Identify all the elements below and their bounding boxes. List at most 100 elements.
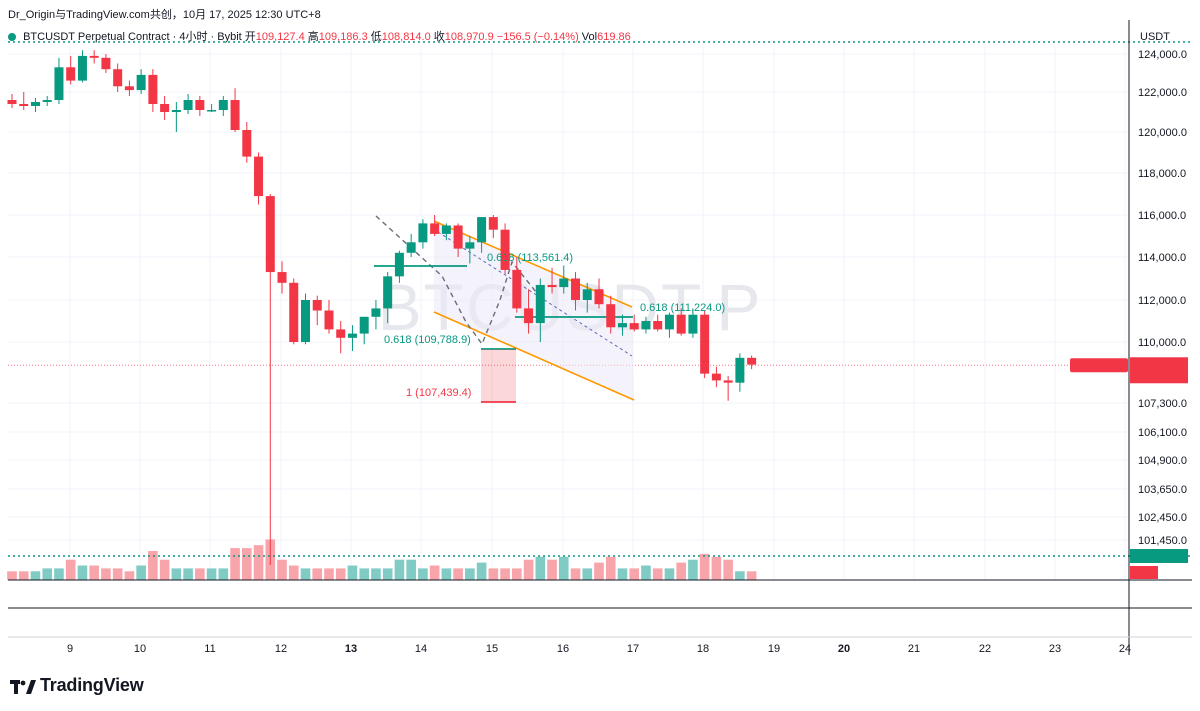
channel-lower-line [433, 311, 635, 401]
volume-bar [605, 556, 616, 580]
candle-body [617, 323, 627, 328]
candle-body [301, 300, 310, 342]
volume-bar [30, 571, 41, 580]
candle-body [383, 276, 393, 309]
candle-body [218, 100, 228, 110]
volume-bar [676, 562, 686, 580]
candle-body [700, 314, 710, 374]
candle-body [629, 323, 639, 330]
symbol-name[interactable]: BTCUSDT Perpetual Contract · 4小时 · Bybit [23, 31, 242, 43]
candle-body [441, 225, 451, 234]
volume-bar [288, 565, 299, 580]
volume-bar [242, 548, 252, 580]
volume-bar [641, 565, 651, 580]
candle-body [347, 333, 357, 338]
volume-bar [547, 559, 557, 580]
price-tick-label: 116,000.0 [1138, 210, 1186, 222]
candle-body [430, 223, 440, 234]
volume-bar [148, 551, 158, 580]
volume-bar [465, 568, 475, 580]
candle-body [265, 196, 275, 273]
candle-body [101, 57, 111, 70]
candle-body [277, 272, 287, 283]
volume-bar [512, 568, 522, 580]
price-tick-label: 114,000.0 [1138, 252, 1186, 264]
volume-bar [89, 565, 99, 580]
market-status-icon [8, 33, 16, 41]
volume-bar [488, 568, 499, 580]
candle-body [676, 314, 686, 334]
price-tick-label: 106,100.0 [1138, 427, 1187, 439]
volume-bar [112, 568, 123, 580]
candle-body [207, 110, 217, 112]
candle-body [242, 130, 252, 157]
volume-bars [7, 539, 757, 580]
time-tick-label: 22 [979, 643, 991, 655]
volume-bar [711, 556, 722, 580]
candle-body [653, 321, 663, 330]
fib-label-a: 0.618 (113,561.4) [487, 252, 573, 264]
high-value: 109,186.3 [318, 31, 368, 43]
candle-body [324, 310, 334, 330]
candle-body [160, 104, 170, 112]
volume-bar [42, 568, 53, 580]
candle-body [582, 289, 592, 300]
volume-bar [535, 556, 546, 580]
candle-body [148, 74, 158, 104]
candle-body [735, 357, 745, 383]
candle-body [535, 284, 545, 324]
volume-bar [77, 565, 88, 580]
candle-body [19, 104, 29, 106]
candle-body [406, 242, 416, 253]
volume-bar [7, 571, 17, 580]
volume-bar [418, 568, 428, 580]
time-tick-label: 23 [1049, 643, 1061, 655]
open-label: 开 [244, 31, 256, 43]
candle-body [606, 304, 616, 328]
volume-bar [500, 568, 510, 580]
candle-body [30, 102, 40, 106]
tradingview-logo-icon [10, 679, 36, 694]
candle-body [524, 308, 534, 324]
volume-bar [453, 568, 463, 580]
candle-body [547, 284, 557, 288]
last-price-tag [1130, 357, 1188, 384]
price-tick-label: 102,450.0 [1138, 512, 1187, 524]
target-zone [481, 349, 516, 402]
projection-path [375, 215, 537, 346]
volume-bar [324, 568, 334, 580]
tradingview-brand[interactable]: TradingView [10, 675, 144, 696]
volume-bar [476, 562, 487, 580]
volume-bar [617, 568, 628, 580]
volume-bar [699, 553, 710, 580]
target-label: 1 (107,439.4) [406, 387, 471, 399]
price-tick-label: 124,000.0 [1138, 49, 1187, 61]
channel-fill [434, 221, 634, 400]
price-tick-label: 120,000.0 [1138, 127, 1187, 139]
candle-body [7, 100, 17, 104]
candle-body [512, 269, 522, 309]
volume-bar [746, 571, 757, 580]
chart-axes: 124,000.0 122,000.0 120,000.0 118,000.0 116,… [8, 20, 1192, 655]
time-tick-label: 14 [415, 643, 427, 655]
candle-body [723, 380, 733, 383]
volume-bar [394, 559, 405, 580]
candle-body [136, 74, 146, 91]
symbol-legend[interactable]: BTCUSDT Perpetual Contract · 4小时 · Bybit… [8, 28, 631, 44]
currency-label[interactable]: USDT [1140, 31, 1170, 43]
candle-body [711, 373, 721, 381]
volume-bar [347, 565, 358, 580]
volume-bar [124, 571, 135, 580]
volume-bar [406, 559, 416, 580]
volume-bar [558, 556, 569, 580]
candle-body [371, 308, 381, 317]
vol-value: 619.86 [597, 31, 631, 43]
brand-name: TradingView [40, 675, 144, 695]
price-tick-label: 103,650.0 [1138, 484, 1187, 496]
time-tick-label: 15 [486, 643, 498, 655]
candle-body [171, 110, 181, 112]
candle-body [289, 282, 299, 342]
time-tick-label: 10 [134, 643, 146, 655]
candle-body [688, 314, 698, 334]
